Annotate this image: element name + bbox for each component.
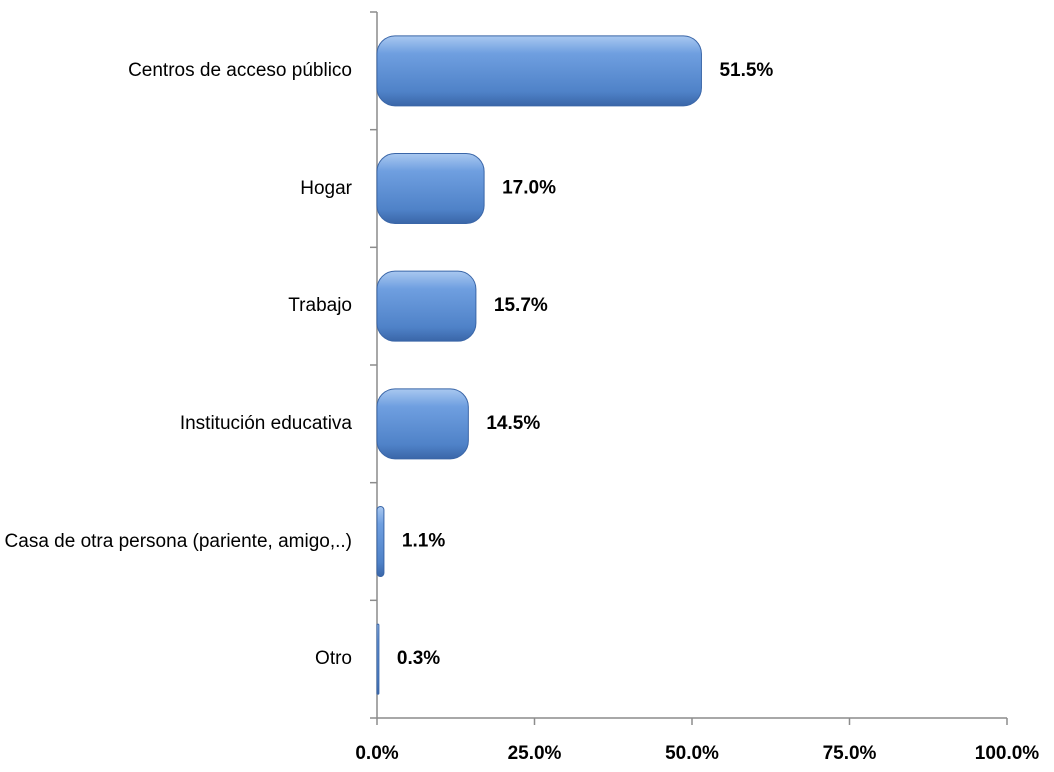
y-tick-label: Trabajo xyxy=(288,295,352,317)
y-tick-label: Centros de acceso público xyxy=(128,59,352,81)
y-tick-label: Hogar xyxy=(300,177,352,199)
y-tick-label: Institución educativa xyxy=(179,412,352,434)
x-tick-label: 75.0% xyxy=(823,743,877,764)
bar xyxy=(376,270,477,342)
x-tick-label: 25.0% xyxy=(508,743,562,764)
data-label: 14.5% xyxy=(486,413,540,434)
x-tick-label: 50.0% xyxy=(665,743,719,764)
bar xyxy=(376,35,702,107)
x-tick-label: 0.0% xyxy=(355,743,398,764)
data-label: 15.7% xyxy=(494,295,548,316)
bar xyxy=(376,623,380,695)
data-label: 17.0% xyxy=(502,178,556,199)
data-label: 0.3% xyxy=(397,648,440,669)
y-tick-label: Otro xyxy=(315,648,352,670)
x-tick-label: 100.0% xyxy=(975,743,1040,764)
data-label: 1.1% xyxy=(402,531,445,552)
data-label: 51.5% xyxy=(719,60,773,81)
bar xyxy=(376,506,385,577)
bar xyxy=(376,388,469,460)
bar xyxy=(376,153,485,224)
y-tick-label: Casa de otra persona (pariente, amigo,..… xyxy=(4,530,352,552)
